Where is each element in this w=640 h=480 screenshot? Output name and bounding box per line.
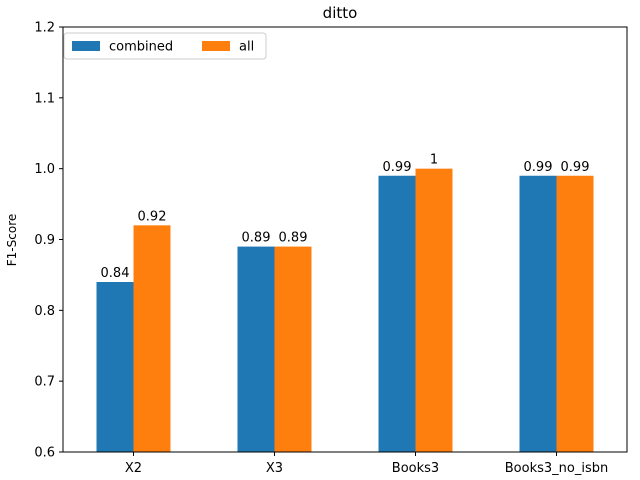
- bar-combined-Books3_no_isbn: [519, 175, 557, 452]
- chart-title: ditto: [323, 4, 358, 22]
- bars-layer: [96, 168, 594, 452]
- data-label-combined-Books3: 0.99: [383, 160, 412, 175]
- legend-label-all: all: [239, 40, 254, 55]
- y-tick-label: 0.9: [34, 233, 55, 248]
- bar-all-X2: [133, 225, 171, 452]
- y-tick-label: 1.1: [34, 91, 55, 106]
- bar-all-Books3_no_isbn: [556, 175, 594, 452]
- y-tick-label: 1.0: [34, 162, 55, 177]
- x-tick-label: Books3: [392, 461, 439, 476]
- bar-combined-X3: [237, 246, 275, 452]
- data-labels-layer: 0.84 0.92 0.89 0.89 0.99 1 0.99 0.99: [101, 153, 590, 281]
- y-tick-label: 0.6: [34, 446, 55, 461]
- legend-box: [63, 32, 267, 60]
- y-axis-label: F1-Score: [5, 214, 19, 266]
- legend: combined all: [63, 32, 267, 60]
- data-label-all-X3: 0.89: [279, 231, 308, 246]
- legend-label-combined: combined: [109, 40, 173, 55]
- bar-combined-X2: [96, 282, 134, 452]
- data-label-all-X2: 0.92: [138, 209, 167, 224]
- bar-combined-Books3: [378, 175, 416, 452]
- bar-all-Books3: [415, 168, 453, 452]
- legend-swatch-all: [202, 41, 230, 51]
- data-label-all-Books3_no_isbn: 0.99: [561, 160, 590, 175]
- y-tick-label: 0.8: [34, 304, 55, 319]
- data-label-combined-X3: 0.89: [242, 231, 271, 246]
- x-tick-label: X2: [125, 461, 142, 476]
- x-tick-label: Books3_no_isbn: [505, 461, 608, 476]
- y-tick-label: 1.2: [34, 21, 55, 36]
- legend-swatch-combined: [72, 41, 100, 51]
- x-tick-label: X3: [266, 461, 283, 476]
- bar-all-X3: [274, 246, 312, 452]
- data-label-all-Books3: 1: [430, 153, 438, 168]
- data-label-combined-Books3_no_isbn: 0.99: [524, 160, 553, 175]
- y-tick-label: 0.7: [34, 375, 55, 390]
- data-label-combined-X2: 0.84: [101, 266, 130, 281]
- axes-layer: 0.6 0.7 0.8 0.9 1.0 1.1 1.2 X2 X3 Books3 Books3_no…: [34, 21, 628, 476]
